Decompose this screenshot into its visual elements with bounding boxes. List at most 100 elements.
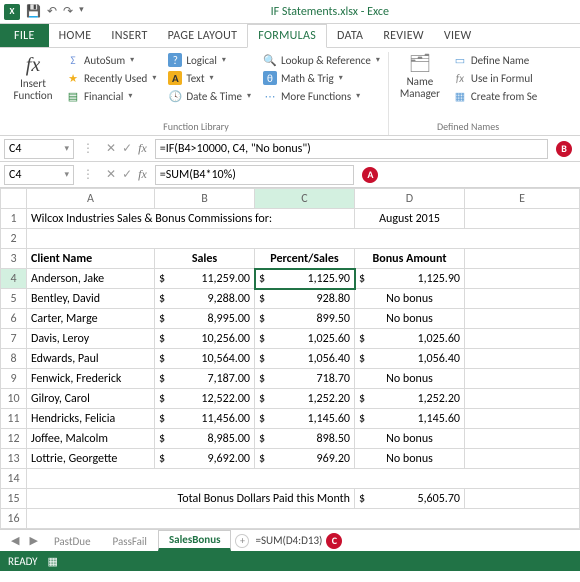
- col-header-e[interactable]: E: [465, 189, 580, 209]
- cell[interactable]: $969.20: [255, 449, 355, 469]
- cell[interactable]: $5,605.70: [355, 489, 465, 509]
- new-sheet-button[interactable]: +: [235, 534, 249, 548]
- tab-review[interactable]: REVIEW: [373, 24, 434, 47]
- cell[interactable]: Gilroy, Carol: [27, 389, 155, 409]
- cell[interactable]: $1,252.20: [355, 389, 465, 409]
- cell[interactable]: Bonus Amount: [355, 249, 465, 269]
- logical-button[interactable]: ?Logical▾: [166, 52, 253, 68]
- row-header[interactable]: 7: [1, 329, 27, 349]
- cell[interactable]: $1,056.40: [255, 349, 355, 369]
- recently-used-button[interactable]: ★Recently Used▾: [64, 70, 158, 86]
- cell[interactable]: [465, 349, 580, 369]
- fx-icon[interactable]: fx: [138, 167, 147, 182]
- row-header[interactable]: 4: [1, 269, 27, 289]
- more-functions-button[interactable]: ⋯More Functions▾: [261, 88, 382, 104]
- create-from-selection-button[interactable]: ▦Create from Se: [451, 88, 539, 104]
- mathtrig-button[interactable]: θMath & Trig▾: [261, 70, 382, 86]
- macro-record-icon[interactable]: ▦: [48, 555, 58, 568]
- row-header[interactable]: 12: [1, 429, 27, 449]
- cell[interactable]: Bentley, David: [27, 289, 155, 309]
- cell[interactable]: Fenwick, Frederick: [27, 369, 155, 389]
- sheet-tab-salesbonus[interactable]: SalesBonus: [158, 530, 232, 551]
- col-header-a[interactable]: A: [27, 189, 155, 209]
- cell[interactable]: Davis, Leroy: [27, 329, 155, 349]
- cell[interactable]: Carter, Marge: [27, 309, 155, 329]
- cancel-icon[interactable]: ✕: [106, 141, 116, 156]
- cancel-icon[interactable]: ✕: [106, 167, 116, 182]
- cell[interactable]: [465, 289, 580, 309]
- row-header[interactable]: 2: [1, 229, 27, 249]
- cell[interactable]: $898.50: [255, 429, 355, 449]
- formula-input-2[interactable]: =SUM(B4*10%): [155, 165, 355, 185]
- text-button[interactable]: AText▾: [166, 70, 253, 86]
- cell[interactable]: $9,692.00: [155, 449, 255, 469]
- enter-icon[interactable]: ✓: [122, 167, 132, 182]
- lookup-button[interactable]: 🔍Lookup & Reference▾: [261, 52, 382, 68]
- spreadsheet[interactable]: A B C D E 1 Wilcox Industries Sales & Bo…: [0, 188, 580, 529]
- row-header[interactable]: 10: [1, 389, 27, 409]
- cell[interactable]: $1,025.60: [255, 329, 355, 349]
- cell[interactable]: $12,522.00: [155, 389, 255, 409]
- row-header[interactable]: 16: [1, 509, 27, 529]
- tab-file[interactable]: FILE: [0, 24, 49, 47]
- enter-icon[interactable]: ✓: [122, 141, 132, 156]
- cell[interactable]: [465, 209, 580, 229]
- autosum-button[interactable]: ΣAutoSum▾: [64, 52, 158, 68]
- col-header-b[interactable]: B: [155, 189, 255, 209]
- cell[interactable]: Total Bonus Dollars Paid this Month: [27, 489, 355, 509]
- cell[interactable]: Percent/Sales: [255, 249, 355, 269]
- cell[interactable]: [27, 509, 580, 529]
- cell[interactable]: $8,985.00: [155, 429, 255, 449]
- cell[interactable]: [465, 309, 580, 329]
- name-box-2[interactable]: C4▾: [4, 165, 74, 185]
- cell[interactable]: $10,564.00: [155, 349, 255, 369]
- cell[interactable]: $1,125.90: [255, 269, 355, 289]
- cell[interactable]: [465, 269, 580, 289]
- cell[interactable]: [465, 429, 580, 449]
- tab-view[interactable]: VIEW: [434, 24, 482, 47]
- cell[interactable]: Edwards, Paul: [27, 349, 155, 369]
- insert-function-button[interactable]: fx Insert Function: [10, 52, 56, 118]
- cell[interactable]: [465, 489, 580, 509]
- tab-home[interactable]: HOME: [49, 24, 102, 47]
- qat-undo-icon[interactable]: ↶: [47, 4, 57, 19]
- row-header[interactable]: 15: [1, 489, 27, 509]
- cell[interactable]: [465, 369, 580, 389]
- cell[interactable]: No bonus: [355, 309, 465, 329]
- cell[interactable]: [465, 249, 580, 269]
- fx-icon[interactable]: fx: [138, 141, 147, 156]
- cell[interactable]: [465, 449, 580, 469]
- tab-data[interactable]: DATA: [327, 24, 373, 47]
- row-header[interactable]: 1: [1, 209, 27, 229]
- cell[interactable]: Sales: [155, 249, 255, 269]
- row-header[interactable]: 14: [1, 469, 27, 489]
- cell[interactable]: Lottrie, Georgette: [27, 449, 155, 469]
- col-header-d[interactable]: D: [355, 189, 465, 209]
- name-manager-button[interactable]: 🗂 Name Manager: [397, 52, 443, 118]
- cell[interactable]: $1,025.60: [355, 329, 465, 349]
- cell[interactable]: $1,056.40: [355, 349, 465, 369]
- row-header[interactable]: 8: [1, 349, 27, 369]
- cell[interactable]: Anderson, Jake: [27, 269, 155, 289]
- cell[interactable]: No bonus: [355, 289, 465, 309]
- formula-input-1[interactable]: =IF(B4>10000, C4, "No bonus"): [155, 139, 548, 159]
- cell[interactable]: Client Name: [27, 249, 155, 269]
- cell[interactable]: [465, 389, 580, 409]
- cell[interactable]: $718.70: [255, 369, 355, 389]
- cell[interactable]: Hendricks, Felicia: [27, 409, 155, 429]
- namebox-dropdown-icon[interactable]: ▾: [64, 143, 69, 154]
- cell[interactable]: $1,145.60: [255, 409, 355, 429]
- cell[interactable]: $11,456.00: [155, 409, 255, 429]
- cell[interactable]: [465, 409, 580, 429]
- cell[interactable]: $7,187.00: [155, 369, 255, 389]
- tab-pagelayout[interactable]: PAGE LAYOUT: [158, 24, 248, 47]
- cell[interactable]: No bonus: [355, 449, 465, 469]
- namebox-dropdown-icon[interactable]: ▾: [64, 169, 69, 180]
- cell[interactable]: $928.80: [255, 289, 355, 309]
- sheet-tab-pastdue[interactable]: PastDue: [43, 532, 102, 550]
- qat-save-icon[interactable]: 💾: [26, 4, 41, 19]
- use-in-formula-button[interactable]: fxUse in Formul: [451, 70, 539, 86]
- cell[interactable]: $1,252.20: [255, 389, 355, 409]
- cell[interactable]: Wilcox Industries Sales & Bonus Commissi…: [27, 209, 355, 229]
- cell[interactable]: [465, 329, 580, 349]
